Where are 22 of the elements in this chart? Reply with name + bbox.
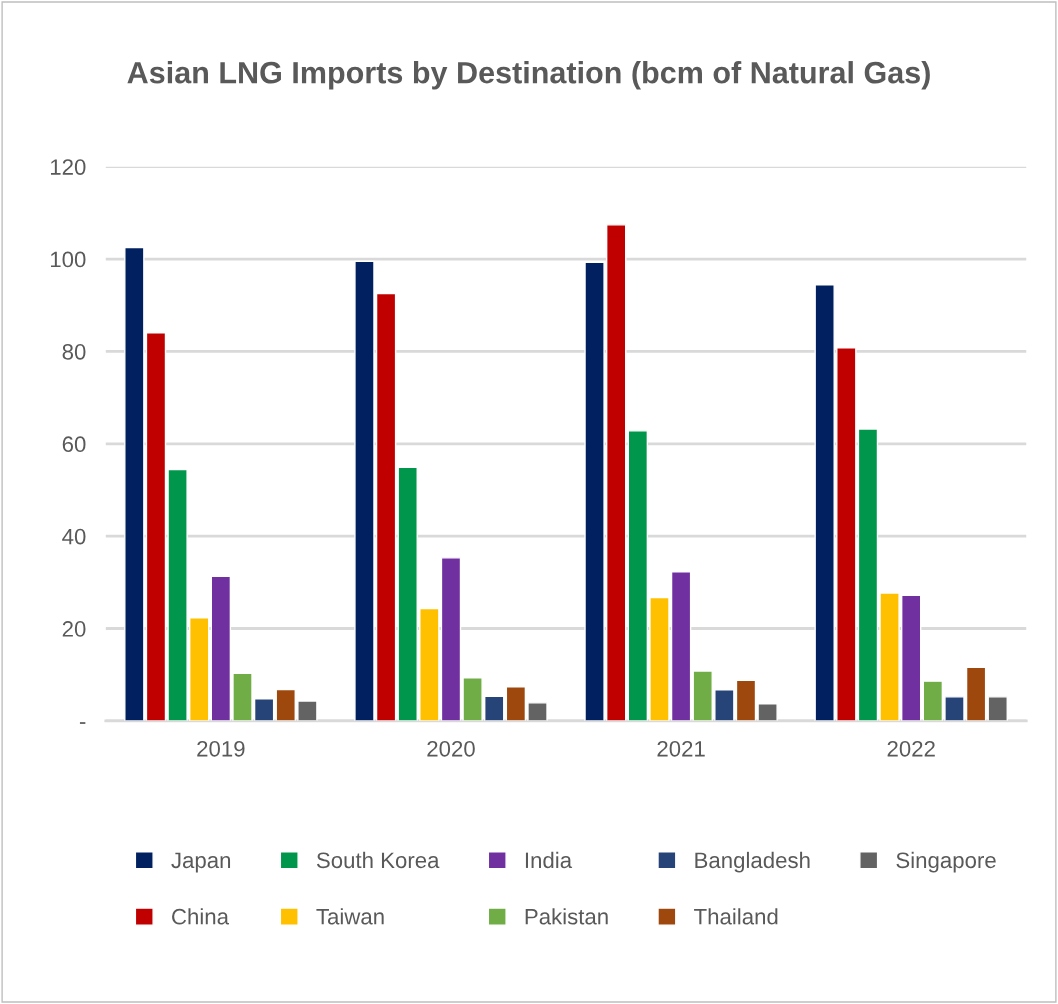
y-tick-label: 40 [62,528,86,545]
y-tick-label: 20 [62,621,86,637]
y-tick-label: 60 [62,436,86,453]
legend-label: China [172,908,229,925]
legend-label: Japan [171,852,231,873]
y-tick-label: 80 [62,343,86,360]
x-tick-label: 2022 [887,740,935,757]
legend-label: Singapore [896,851,996,873]
y-tick-label: - [79,722,86,724]
y-tick-label: 120 [50,159,86,175]
legend-label: India [525,851,573,869]
y-tick-label: 100 [50,251,86,268]
bar [987,696,1008,721]
legend-label: Taiwan [316,908,384,925]
legend-label: South Korea [316,851,440,869]
x-tick-label: 2019 [197,740,245,757]
x-tick-label: 2020 [427,740,475,757]
legend-label: Bangladesh [695,851,810,873]
chart-title: Asian LNG Imports by Destination (bcm of Natural Gas) [127,61,930,90]
x-tick-label: 2021 [657,740,705,757]
legend-label: Thailand [694,908,778,925]
legend-label: Pakistan [525,908,608,925]
